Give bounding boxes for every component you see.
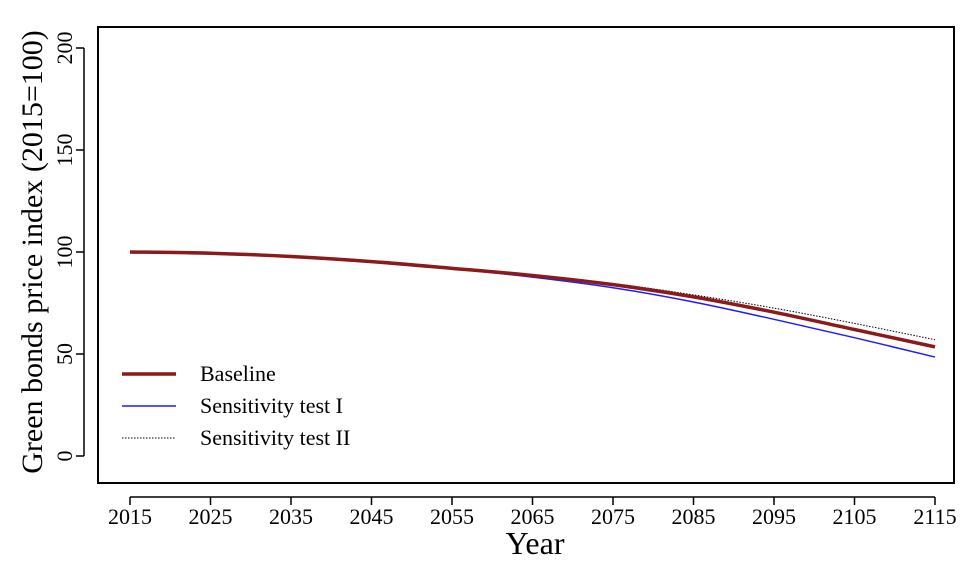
x-tick-label: 2015 <box>108 504 152 529</box>
legend-label: Baseline <box>200 361 276 386</box>
y-axis-label: Green bonds price index (2015=100) <box>16 30 49 473</box>
x-tick-label: 2075 <box>591 504 635 529</box>
legend: Baseline Sensitivity test I Sensitivity te… <box>122 361 350 450</box>
x-tick-label: 2045 <box>350 504 394 529</box>
legend-label: Sensitivity test II <box>200 425 350 450</box>
x-tick-label: 2095 <box>752 504 796 529</box>
y-axis: 0 50 100 150 200 <box>52 32 85 462</box>
x-tick-label: 2025 <box>189 504 233 529</box>
x-tick-label: 2035 <box>269 504 313 529</box>
plot-frame <box>97 26 955 484</box>
y-tick-label: 0 <box>52 451 77 462</box>
legend-label: Sensitivity test I <box>200 393 343 418</box>
y-tick-label: 150 <box>52 134 77 167</box>
y-tick-label: 50 <box>52 343 77 365</box>
x-axis: 2015 2025 2035 2045 2055 2065 2075 2085 2095 2105… <box>108 496 957 529</box>
x-axis-label: Year <box>506 525 565 561</box>
y-tick-label: 200 <box>52 32 77 65</box>
series-line-sensitivity-test-i <box>129 251 936 358</box>
series-line-sensitivity-test-ii <box>129 251 936 341</box>
series-lines <box>129 250 936 358</box>
x-tick-label: 2085 <box>672 504 716 529</box>
x-tick-label: 2115 <box>913 504 956 529</box>
x-tick-label: 2065 <box>511 504 555 529</box>
x-tick-label: 2055 <box>430 504 474 529</box>
y-tick-label: 100 <box>52 236 77 269</box>
series-line-baseline <box>129 250 936 349</box>
x-tick-label: 2105 <box>833 504 877 529</box>
